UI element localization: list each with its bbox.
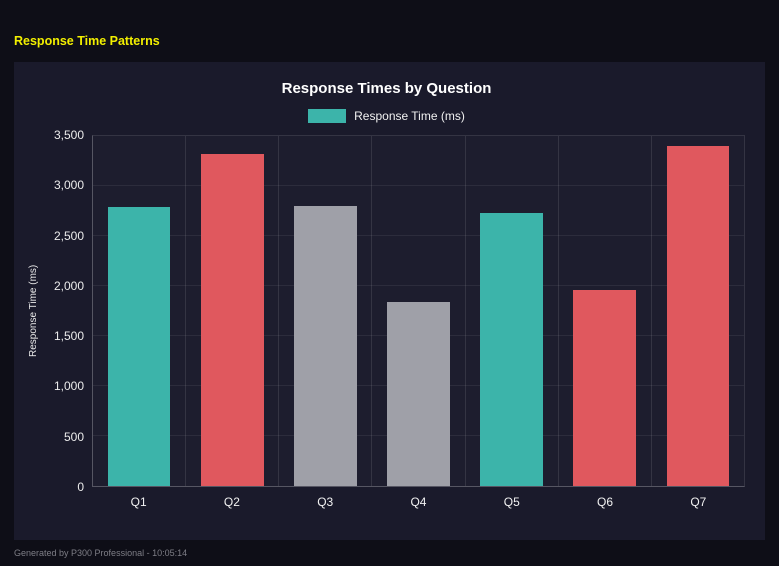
x-tick-label: Q7 — [690, 495, 707, 509]
chart-title: Response Times by Question — [281, 80, 492, 97]
bar-Q1 — [107, 207, 171, 486]
chart-panel: Response Times by Question Response Time… — [14, 62, 765, 540]
bar-column — [466, 136, 559, 486]
bar-Q5 — [480, 213, 543, 486]
x-axis-labels: Q1 Q2 Q3 Q4 Q5 Q6 Q7 — [92, 495, 745, 509]
x-tick-label: Q3 — [317, 495, 334, 509]
y-tick-label: 1,500 — [53, 329, 84, 344]
bar-Q6 — [573, 290, 637, 486]
y-axis-title: Response Time (ms) — [28, 264, 39, 358]
gridline — [93, 285, 744, 286]
y-tick-label: 500 — [63, 429, 84, 444]
bar-Q4 — [387, 302, 450, 486]
bar-Q2 — [200, 154, 264, 486]
bar-column — [559, 136, 652, 486]
x-tick-label: Q2 — [223, 495, 240, 509]
gridline — [93, 235, 744, 236]
bar-column — [93, 136, 187, 486]
bar-Q3 — [294, 206, 357, 486]
x-tick-label: Q1 — [130, 495, 147, 509]
x-tick-label: Q6 — [597, 495, 614, 509]
y-tick-label: 0 — [77, 480, 84, 494]
chart-legend[interactable]: Response Time (ms) — [28, 109, 745, 123]
y-tick-label: 1,000 — [53, 379, 84, 394]
bar-column — [372, 136, 466, 486]
y-tick-label: 2,000 — [53, 278, 84, 293]
legend-label: Response Time (ms) — [354, 109, 465, 123]
page-title: Response Time Patterns — [14, 34, 160, 48]
x-tick-label: Q5 — [503, 495, 520, 509]
bar-columns — [93, 136, 744, 486]
y-tick-label: 3,000 — [53, 178, 84, 193]
bar-column — [279, 136, 373, 486]
y-tick-label: 2,500 — [53, 228, 84, 243]
y-axis-ticks: 0 500 1,000 1,500 2,000 2,500 3,000 3,500 — [44, 128, 92, 494]
plot-area — [92, 135, 745, 487]
bar-column — [186, 136, 280, 486]
legend-swatch-icon — [308, 109, 347, 123]
x-tick-label: Q4 — [410, 495, 427, 509]
bar-column — [652, 136, 744, 486]
footer-note: Generated by P300 Professional - 10:05:1… — [14, 548, 188, 558]
y-tick-label: 3,500 — [53, 128, 84, 142]
bar-Q7 — [666, 146, 730, 486]
chart-area: 0 500 1,000 1,500 2,000 2,500 3,000 3,500 Q1 Q2 Q… — [44, 128, 745, 509]
chart-body: Response Time (ms) 0 500 1,000 1,500 2,000 2,… — [28, 128, 745, 509]
gridline — [93, 185, 744, 186]
